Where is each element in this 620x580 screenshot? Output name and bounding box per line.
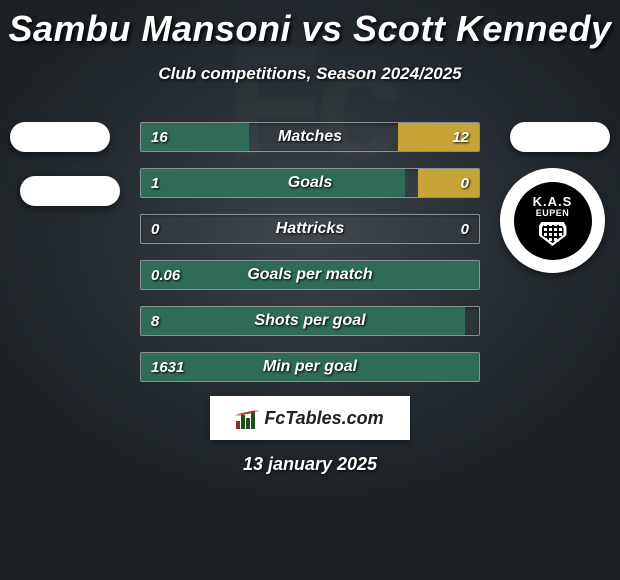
stat-row: 0 0Hattricks <box>140 214 480 244</box>
stat-row: 8Shots per goal <box>140 306 480 336</box>
brand-text: FcTables.com <box>264 408 383 429</box>
stat-left-value: 1 <box>141 169 169 197</box>
stat-left-value: 0 <box>141 215 169 243</box>
infographic: Sambu Mansoni vs Scott Kennedy Club comp… <box>0 0 620 580</box>
stat-left-value: 16 <box>141 123 178 151</box>
stat-right-value: 0 <box>451 215 479 243</box>
home-player-badge-1 <box>10 122 110 152</box>
stat-right-value: 0 <box>451 169 479 197</box>
stat-left-value: 1631 <box>141 353 194 381</box>
club-code: K.A.S <box>533 195 573 208</box>
stat-row: 10Goals <box>140 168 480 198</box>
stat-left-value: 0.06 <box>141 261 190 289</box>
page-subtitle: Club competitions, Season 2024/2025 <box>0 64 620 84</box>
date-label: 13 january 2025 <box>0 454 620 475</box>
away-club-badge: K.A.S EUPEN <box>500 168 605 273</box>
stat-right-value: 12 <box>442 123 479 151</box>
stat-row: 1612Matches <box>140 122 480 152</box>
away-player-badge-1 <box>510 122 610 152</box>
home-player-badge-2 <box>20 176 120 206</box>
brand-badge: FcTables.com <box>210 396 410 440</box>
club-shield-icon <box>539 222 567 246</box>
stat-label: Hattricks <box>141 220 479 238</box>
page-title: Sambu Mansoni vs Scott Kennedy <box>0 0 620 50</box>
stat-row: 0.06Goals per match <box>140 260 480 290</box>
stat-bars: 1612Matches10Goals00Hattricks0.06Goals p… <box>140 122 480 398</box>
stat-left-fill <box>141 169 405 197</box>
stat-left-value: 8 <box>141 307 169 335</box>
brand: FcTables.com <box>236 407 383 429</box>
stat-left-fill <box>141 307 465 335</box>
chart-icon <box>236 407 258 429</box>
club-name: EUPEN <box>536 209 570 219</box>
stat-row: 1631Min per goal <box>140 352 480 382</box>
stat-left-fill <box>141 261 479 289</box>
kas-eupen-logo: K.A.S EUPEN <box>514 182 592 260</box>
